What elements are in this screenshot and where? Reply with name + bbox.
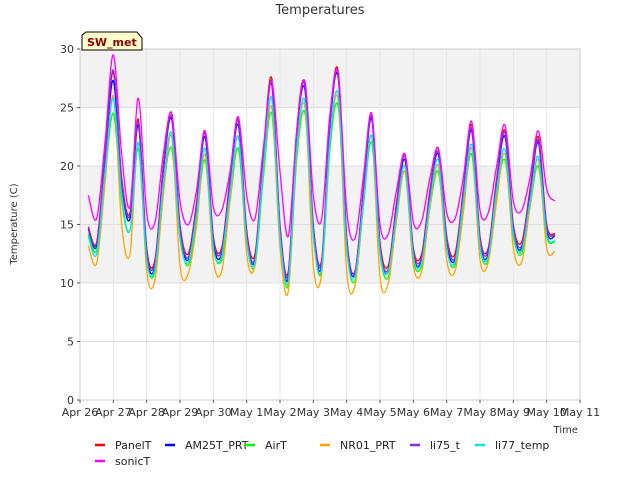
x-tick-label: May 9 xyxy=(497,406,530,419)
x-tick-label: May 6 xyxy=(397,406,430,419)
x-tick-label: Apr 29 xyxy=(162,406,199,419)
x-tick-label: May 7 xyxy=(430,406,463,419)
series-lines xyxy=(87,54,556,297)
legend-label: li75_t xyxy=(430,439,461,452)
x-tick-label: May 5 xyxy=(363,406,396,419)
station-tag-text: SW_met xyxy=(87,36,137,49)
x-tick-label: Apr 27 xyxy=(95,406,132,419)
y-tick-label: 5 xyxy=(67,336,74,349)
series-line-NR01_PRT xyxy=(87,94,556,297)
legend-item-li75_t: li75_t xyxy=(410,439,461,452)
x-tick-label: May 8 xyxy=(463,406,496,419)
station-tag-box xyxy=(81,31,143,51)
legend-label: li77_temp xyxy=(495,439,549,452)
legend-item-sonicT: sonicT xyxy=(95,455,151,468)
x-tick-label: May 10 xyxy=(527,406,567,419)
x-tick-label: May 11 xyxy=(560,406,600,419)
legend-label: sonicT xyxy=(115,455,151,468)
series-line-li77_temp xyxy=(87,90,556,286)
legend: PanelT AM25T_PRT AirT NR01_PRT li75_t li77_te… xyxy=(95,439,549,468)
legend-label: PanelT xyxy=(115,439,152,452)
legend-item-AirT: AirT xyxy=(245,439,287,452)
series-line-sonicT xyxy=(87,54,556,241)
y-tick-label: 10 xyxy=(60,277,74,290)
legend-label: NR01_PRT xyxy=(340,439,396,452)
x-tick-label: May 2 xyxy=(263,406,296,419)
y-tick-label: 25 xyxy=(60,102,74,115)
legend-label: AM25T_PRT xyxy=(185,439,249,452)
series-line-li75_t xyxy=(87,68,556,279)
y-tick-label: 15 xyxy=(60,219,74,232)
x-tick-label: May 1 xyxy=(230,406,263,419)
legend-item-NR01_PRT: NR01_PRT xyxy=(320,439,396,452)
y-tick-label: 20 xyxy=(60,160,74,173)
x-tick-label: Apr 30 xyxy=(195,406,232,419)
y-tick-label: 30 xyxy=(60,43,74,56)
legend-item-AM25T_PRT: AM25T_PRT xyxy=(165,439,249,452)
x-tick-label: May 3 xyxy=(297,406,330,419)
y-axis-ticks: 0 5 10 15 20 25 30 xyxy=(60,43,80,407)
legend-label: AirT xyxy=(265,439,287,452)
grid-band-1 xyxy=(80,49,580,108)
legend-item-PanelT: PanelT xyxy=(95,439,152,452)
chart-title: Temperatures xyxy=(274,3,364,18)
x-axis-label: Time xyxy=(553,425,578,436)
x-tick-label: Apr 26 xyxy=(62,406,99,419)
y-tick-label: 0 xyxy=(67,394,74,407)
x-tick-label: May 4 xyxy=(330,406,363,419)
station-tag: SW_met xyxy=(81,31,143,51)
legend-item-li77_temp: li77_temp xyxy=(475,439,549,452)
y-axis-label: Temperature (C) xyxy=(9,183,20,265)
x-tick-label: Apr 28 xyxy=(128,406,165,419)
